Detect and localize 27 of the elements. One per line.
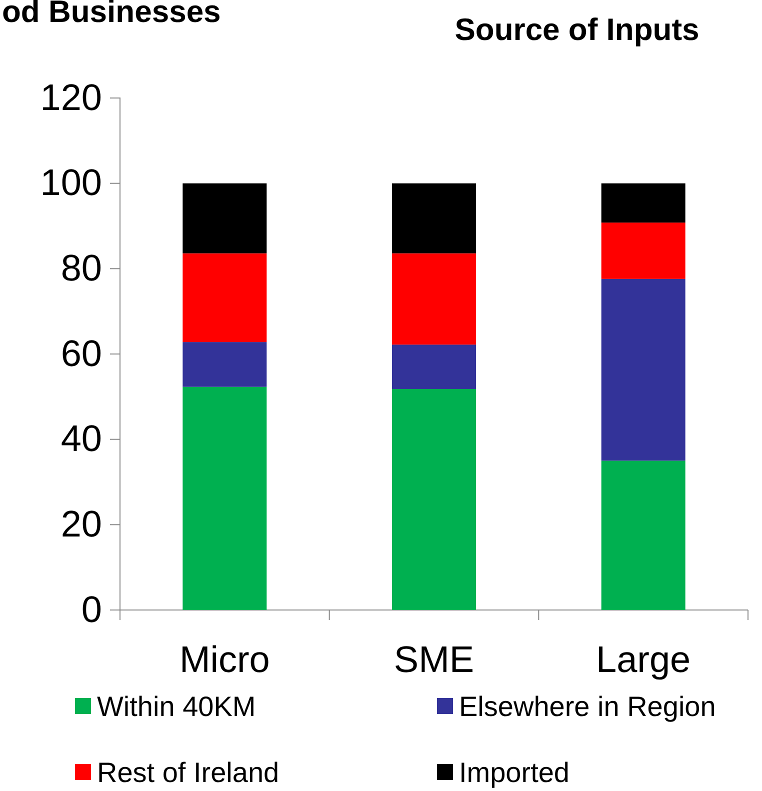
bar	[392, 388, 476, 610]
bar	[601, 460, 686, 610]
x-tick-label: SME	[394, 639, 474, 680]
bar	[392, 253, 476, 345]
y-tick-label: 40	[60, 418, 102, 460]
x-tick-label: Large	[596, 639, 691, 680]
y-tick-label: 60	[60, 332, 102, 374]
y-tick-label: 100	[40, 162, 102, 204]
legend-label: Imported	[459, 757, 570, 788]
bar	[182, 183, 267, 254]
bar	[392, 183, 476, 254]
bar	[182, 342, 267, 387]
bar	[601, 183, 686, 223]
bar	[182, 253, 267, 342]
x-tick-label: Micro	[179, 639, 270, 680]
legend-label: Rest of Ireland	[97, 757, 280, 788]
chart-subtitle: Source of Inputs	[454, 12, 700, 47]
y-tick-label: 120	[40, 76, 102, 118]
bar	[182, 386, 267, 610]
y-tick-label: 80	[60, 248, 102, 289]
y-tick-label: 20	[60, 504, 102, 545]
bar	[601, 222, 686, 279]
bar	[392, 344, 476, 389]
legend-label: Elsewhere in Region	[459, 691, 716, 722]
y-tick-label: 0	[81, 588, 102, 630]
bar	[601, 278, 686, 461]
legend-label: Within 40KM	[97, 691, 256, 722]
